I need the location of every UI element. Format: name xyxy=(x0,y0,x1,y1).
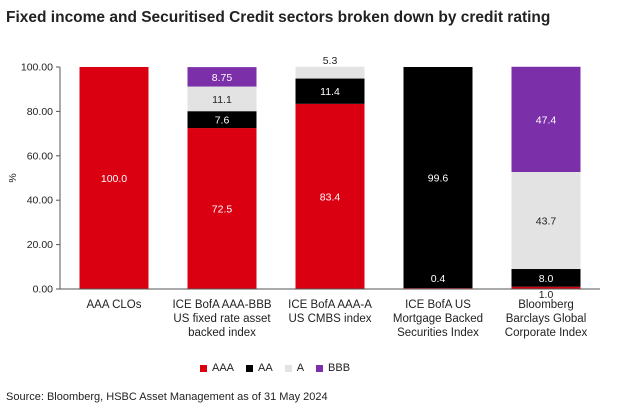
legend-label: A xyxy=(296,362,305,374)
data-label-aa: 8.0 xyxy=(539,273,554,285)
y-tick-label: 40.00 xyxy=(27,195,53,207)
bar-segment-aa xyxy=(187,111,257,129)
bar-segment-aa xyxy=(295,78,365,104)
legend-item-bbb: BBB xyxy=(316,362,350,374)
bar-segment-bbb xyxy=(187,67,257,87)
y-tick-label: 0.00 xyxy=(33,284,54,296)
data-label-bbb: 8.75 xyxy=(212,72,233,84)
data-label-aa: 99.6 xyxy=(428,173,449,185)
x-category-label: ICE BofA US xyxy=(405,299,471,311)
x-category-label: Securities Index xyxy=(397,327,479,339)
chart-title: Fixed income and Securitised Credit sect… xyxy=(6,9,551,26)
bar-segment-aaa xyxy=(511,286,581,289)
y-tick-label: 100.00 xyxy=(21,62,53,74)
bar-segment-a xyxy=(187,86,257,112)
bar-segment-aaa xyxy=(295,103,365,290)
x-category-label: Bloomberg xyxy=(518,299,574,311)
bar-segment-a xyxy=(295,66,365,79)
data-label-a: 43.7 xyxy=(536,216,557,228)
x-category-label: Mortgage Backed xyxy=(393,313,483,325)
bar-segment-bbb xyxy=(511,66,581,173)
data-label-aaa: 72.5 xyxy=(212,204,233,216)
data-label-a: 11.1 xyxy=(212,94,232,106)
data-label-aaa: 0.4 xyxy=(431,273,446,285)
y-tick-label: 80.00 xyxy=(27,106,53,118)
x-category-label: US CMBS index xyxy=(288,313,371,325)
x-category-label: Corporate Index xyxy=(505,327,588,339)
legend-label: AA xyxy=(258,362,273,374)
legend-item-a: A xyxy=(284,362,305,374)
x-category-label: Barclays Global xyxy=(506,313,587,325)
source-note: Source: Bloomberg, HSBC Asset Management… xyxy=(6,391,328,403)
legend-item-aaa: AAA xyxy=(200,362,234,374)
x-category-label: ICE BofA AAA-BBB xyxy=(172,299,271,311)
data-label-aaa: 83.4 xyxy=(320,191,341,203)
y-tick-label: 60.00 xyxy=(27,150,53,162)
x-category-label: AAA CLOs xyxy=(87,299,142,311)
y-tick-label: 20.00 xyxy=(27,239,53,251)
x-category-label: ICE BofA AAA-A xyxy=(288,299,372,311)
bar-segment-aaa xyxy=(79,67,149,289)
x-category-label: backed index xyxy=(188,327,256,339)
bar-segment-a xyxy=(511,172,581,270)
legend-swatch xyxy=(284,364,292,372)
chart-legend: AAA AA A BBB xyxy=(200,360,362,376)
legend-item-aa: AA xyxy=(246,362,273,374)
data-label-aaa: 100.0 xyxy=(101,173,127,185)
bar-segment-aaa xyxy=(187,128,257,289)
data-label-aaa: 1.0 xyxy=(539,289,554,301)
data-label-bbb: 47.4 xyxy=(536,114,557,126)
data-label-aa: 7.6 xyxy=(215,115,230,127)
bar-segment-aa xyxy=(403,67,473,289)
legend-label: AAA xyxy=(212,362,235,374)
legend-swatch xyxy=(316,364,324,372)
y-axis-title: % xyxy=(7,173,19,182)
legend-swatch xyxy=(246,364,254,372)
x-category-label: US fixed rate asset xyxy=(173,313,271,325)
legend-swatch xyxy=(200,364,207,372)
bar-segment-aa xyxy=(511,269,581,287)
legend-label: BBB xyxy=(328,362,351,374)
data-label-a: 5.3 xyxy=(323,55,338,67)
data-label-aa: 11.4 xyxy=(320,86,340,98)
